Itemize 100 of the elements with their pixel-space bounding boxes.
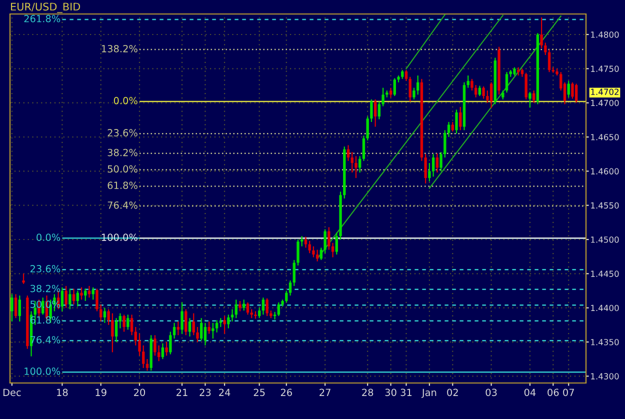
candlestick: [154, 334, 156, 356]
annotation: 0.0%: [114, 96, 138, 104]
candlestick: [312, 246, 315, 258]
x-tick-label: 02: [447, 388, 458, 396]
candlestick: [459, 106, 462, 131]
candlestick: [451, 121, 454, 132]
x-tick-label: 28: [362, 388, 374, 396]
candlestick: [574, 83, 578, 104]
candlestick: [266, 298, 268, 317]
candlestick: [99, 304, 102, 322]
candlestick: [335, 232, 338, 256]
x-tick-label: 18: [57, 388, 68, 396]
candlestick: [72, 288, 76, 305]
candlestick: [440, 151, 442, 172]
candlestick: [180, 302, 184, 334]
x-tick-label: 19: [96, 388, 106, 396]
candlestick: [157, 344, 160, 362]
candlestick: [208, 320, 210, 334]
x-tick-label: 25: [254, 388, 265, 396]
candlestick: [277, 302, 280, 317]
candlestick: [300, 236, 304, 247]
candlestick: [68, 288, 72, 310]
candlestick: [107, 308, 110, 326]
candlestick: [524, 72, 528, 100]
candlestick: [184, 308, 188, 336]
candlestick: [567, 80, 570, 98]
y-tick-label: 1.4450: [591, 270, 619, 277]
candlestick: [84, 288, 87, 302]
y-tick-label: 1.4800: [591, 31, 619, 38]
x-tick-label: 27: [320, 388, 330, 396]
candlestick: [436, 152, 439, 174]
candlestick: [273, 311, 276, 320]
candlestick: [60, 286, 64, 312]
candlestick: [103, 307, 106, 324]
y-tick-label: 1.4550: [591, 202, 619, 209]
candlestick: [540, 16, 543, 49]
candlestick: [188, 318, 192, 338]
candlestick: [146, 358, 149, 372]
x-tick-label: Jan: [421, 388, 436, 398]
candlestick: [246, 302, 250, 316]
candlestick: [378, 100, 381, 120]
candlestick: [505, 72, 508, 94]
candlestick: [382, 87, 384, 107]
candlestick: [114, 318, 118, 343]
candlestick: [238, 300, 242, 312]
annotation: 23.6%: [108, 129, 138, 136]
x-tick-label: 04: [524, 388, 536, 396]
candlestick: [242, 299, 246, 312]
candlestick: [258, 307, 261, 319]
candlestick: [374, 98, 377, 128]
candlestick: [142, 344, 145, 369]
candlestick: [64, 285, 68, 308]
annotation: 76.4%: [108, 201, 138, 209]
text: 1.4702: [591, 88, 618, 95]
annotation: 261.8%: [24, 14, 60, 22]
candlestick: [192, 312, 195, 336]
candlestick: [230, 308, 234, 322]
candlestick: [470, 78, 474, 92]
annotation: 61.8%: [108, 182, 138, 190]
candlestick: [346, 144, 350, 162]
candlestick: [14, 294, 18, 319]
candlestick: [22, 273, 25, 284]
candlestick: [223, 315, 226, 334]
candlestick: [370, 98, 373, 123]
candlestick: [92, 286, 94, 300]
candlestick: [234, 299, 238, 319]
x-tick-label: 21: [176, 388, 188, 396]
candlestick: [432, 154, 435, 178]
annotation: 38.2%: [30, 284, 60, 292]
annotation: 23.6%: [30, 265, 60, 272]
annotation: 38.2%: [108, 148, 138, 156]
candlestick: [196, 326, 199, 343]
candlestick: [212, 322, 214, 340]
candlestick: [548, 48, 551, 73]
candlestick: [354, 156, 358, 179]
y-tick-label: 1.4300: [591, 373, 619, 380]
x-tick-label: 24: [219, 388, 230, 396]
candlestick: [316, 249, 319, 262]
candlestick: [88, 285, 91, 298]
candlestick: [490, 82, 493, 109]
candlestick: [10, 294, 14, 322]
candlestick: [138, 333, 141, 356]
annotation: 100.0%: [24, 368, 60, 375]
x-tick-label: 26: [280, 388, 292, 396]
candlestick: [571, 82, 574, 100]
y-tick-label: 1.4350: [591, 338, 619, 346]
candlestick: [126, 314, 130, 330]
candlestick: [304, 236, 308, 248]
x-tick-label: 31: [400, 388, 412, 396]
candlestick: [200, 318, 203, 342]
candlestick: [393, 78, 396, 97]
candlestick: [262, 297, 265, 316]
candlestick: [528, 91, 532, 108]
candlestick: [404, 69, 408, 82]
candlestick: [161, 342, 164, 360]
candlestick: [118, 312, 122, 329]
candlestick: [455, 109, 458, 134]
annotation: 50.0%: [108, 165, 138, 173]
x-tick-label: 03: [486, 388, 497, 396]
x-tick-label: Dec: [3, 388, 21, 396]
